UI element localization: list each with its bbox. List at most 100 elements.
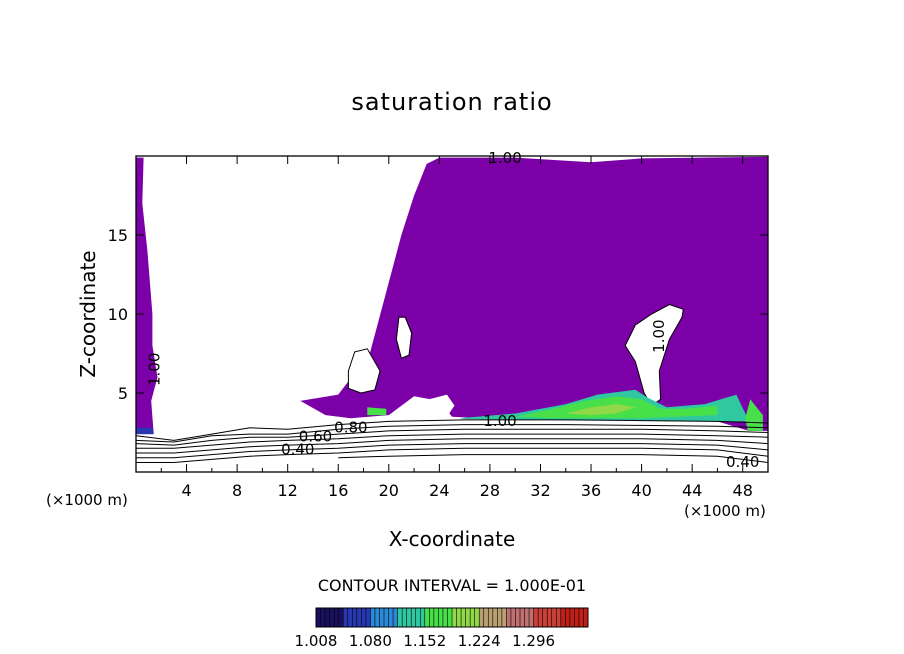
x-axis-label: X-coordinate xyxy=(388,527,516,551)
contour-label-2: 1.00 xyxy=(145,353,163,386)
x-tick-label-36: 36 xyxy=(581,481,601,500)
colorbar-cell-18 xyxy=(397,608,403,627)
colorbar-cell-15 xyxy=(384,608,390,627)
colorbar-cell-34 xyxy=(470,608,476,627)
colorbar-cell-25 xyxy=(429,608,435,627)
colorbar-cell-9 xyxy=(356,608,362,627)
colorbar-cell-44 xyxy=(515,608,521,627)
colorbar-cell-41 xyxy=(501,608,507,627)
x-tick-label-4: 4 xyxy=(181,481,191,500)
colorbar-cell-39 xyxy=(492,608,498,627)
colorbar-cell-50 xyxy=(542,608,548,627)
colorbar-cell-26 xyxy=(433,608,439,627)
colorbar-cell-46 xyxy=(524,608,530,627)
colorbar-cell-11 xyxy=(365,608,371,627)
colorbar-cell-47 xyxy=(529,608,535,627)
x-tick-label-32: 32 xyxy=(530,481,550,500)
x-tick-label-16: 16 xyxy=(328,481,348,500)
contour-line-1 xyxy=(135,419,769,441)
colorbar-cell-49 xyxy=(538,608,544,627)
colorbar-tick-label-2: 1.152 xyxy=(403,632,447,650)
supersaturation-patch-yellowgreen xyxy=(565,404,636,416)
contour-line-2 xyxy=(135,424,769,443)
y-axis-label: Z-coordinate xyxy=(76,250,100,378)
colorbar-cell-29 xyxy=(447,608,453,627)
colorbar-cell-42 xyxy=(506,608,512,627)
colorbar-cell-31 xyxy=(456,608,462,627)
colorbar-cell-51 xyxy=(547,608,553,627)
colorbar-cell-22 xyxy=(415,608,421,627)
colorbar-cell-7 xyxy=(347,608,353,627)
colorbar-cell-54 xyxy=(560,608,566,627)
colorbar-cell-8 xyxy=(352,608,358,627)
contour-line-7 xyxy=(136,447,769,463)
colorbar-cell-14 xyxy=(379,608,385,627)
colorbar-cell-19 xyxy=(402,608,408,627)
colorbar-cell-30 xyxy=(452,608,458,627)
contour-label-8: 0.40 xyxy=(726,453,759,471)
colorbar-cell-3 xyxy=(329,608,335,627)
colorbar-cell-35 xyxy=(474,608,480,627)
colorbar-cell-16 xyxy=(388,608,394,627)
supersaturation-patch-left xyxy=(367,407,387,416)
colorbar-frame xyxy=(315,607,589,628)
contour-label-3: 1.00 xyxy=(650,319,668,352)
colorbar-cell-27 xyxy=(438,608,444,627)
subsaturated-hole-small xyxy=(395,316,413,359)
contour-label-1: 1.00 xyxy=(488,149,521,167)
colorbar-tick-label-1: 1.080 xyxy=(348,632,392,650)
x-unit-label-left: (×1000 m) xyxy=(46,491,128,509)
colorbar-cell-17 xyxy=(393,608,399,627)
contour-label-7: 0.40 xyxy=(281,440,314,458)
colorbar-cell-10 xyxy=(361,608,367,627)
colorbar-cell-57 xyxy=(574,608,580,627)
contour-line-3 xyxy=(135,428,769,446)
colorbar-cell-32 xyxy=(461,608,467,627)
subsaturated-hole-low xyxy=(419,394,455,419)
contour-line-5 xyxy=(136,438,769,454)
colorbar-cell-40 xyxy=(497,608,503,627)
contour-line-6 xyxy=(136,443,769,459)
colorbar-cell-0 xyxy=(316,608,322,627)
y-tick-label-5: 5 xyxy=(118,384,128,403)
colorbar-cell-12 xyxy=(370,608,376,627)
x-unit-label-right: (×1000 m) xyxy=(684,502,766,520)
colorbar-tick-label-3: 1.224 xyxy=(457,632,501,650)
colorbar-cell-4 xyxy=(334,608,340,627)
subsaturated-hole-left xyxy=(347,348,381,394)
x-tick-label-48: 48 xyxy=(733,481,753,500)
colorbar-cell-33 xyxy=(465,608,471,627)
y-tick-label-15: 15 xyxy=(108,226,128,245)
colorbar-cell-20 xyxy=(406,608,412,627)
x-tick-label-24: 24 xyxy=(429,481,449,500)
contour-line-8 xyxy=(338,454,769,463)
colorbar-cell-23 xyxy=(420,608,426,627)
colorbar-tick-label-4: 1.296 xyxy=(512,632,556,650)
colorbar-cell-48 xyxy=(533,608,539,627)
colorbar-cell-36 xyxy=(479,608,485,627)
colorbar-cell-58 xyxy=(578,608,584,627)
x-tick-label-8: 8 xyxy=(232,481,242,500)
colorbar-cell-13 xyxy=(374,608,380,627)
colorbar-cell-45 xyxy=(520,608,526,627)
colorbar-cell-59 xyxy=(583,608,589,627)
chart-title: saturation ratio xyxy=(351,88,553,116)
contour-label-5: 0.80 xyxy=(334,418,367,436)
colorbar-cell-53 xyxy=(556,608,562,627)
colorbar-cell-38 xyxy=(488,608,494,627)
saturated-region-left xyxy=(136,157,158,435)
colorbar-cell-43 xyxy=(510,608,516,627)
colorbar-cell-52 xyxy=(551,608,557,627)
colorbar-cell-5 xyxy=(338,608,344,627)
subsaturated-hole-right xyxy=(624,303,684,407)
colorbar-cell-6 xyxy=(343,608,349,627)
supersaturation-patch-base xyxy=(136,427,154,435)
colorbar-cell-1 xyxy=(320,608,326,627)
colorbar-tick-label-0: 1.008 xyxy=(294,632,338,650)
x-tick-label-20: 20 xyxy=(379,481,399,500)
x-tick-label-28: 28 xyxy=(480,481,500,500)
contour-line-4 xyxy=(136,433,769,449)
colorbar-cell-24 xyxy=(424,608,430,627)
